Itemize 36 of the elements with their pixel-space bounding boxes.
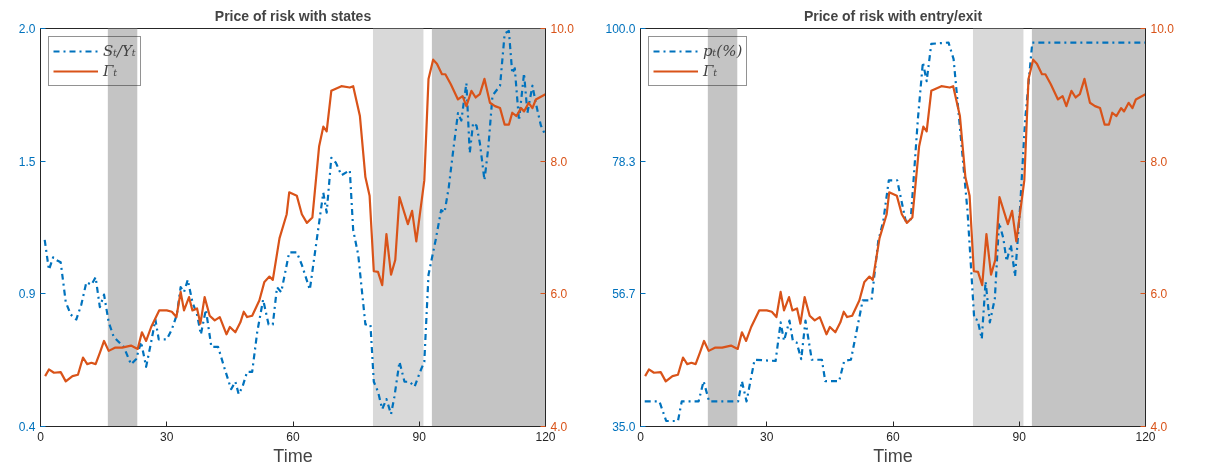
x-tick-label: 30 [160,429,174,444]
x-tick-label: 90 [1012,429,1027,444]
x-tick-label: 0 [37,429,45,444]
line-series [644,58,1146,383]
line-series [643,41,1146,423]
y-tick-label: 35.0 [612,420,636,434]
y-tick-label: 2.0 [18,22,36,36]
y-tick-label: 0.9 [18,287,36,302]
legend-label: Γₜ [103,62,119,80]
y2-tick-label: 10.0 [1150,22,1175,36]
y-tick-label: 100.0 [605,22,636,36]
y-tick-label: 78.3 [612,154,636,169]
x-axis-title: Time [273,445,313,466]
y-tick-label: 56.7 [612,287,636,302]
y2-tick-label: 6.0 [550,287,568,302]
legend-label: pₜ(%) [703,42,743,60]
chart-title: Price of risk with states [214,7,372,24]
y2-tick-label: 4.0 [550,420,568,434]
x-tick-label: 60 [886,429,900,444]
legend-label: Γₜ [703,62,719,80]
y-tick-label: 1.5 [18,154,36,169]
y2-tick-label: 4.0 [1150,420,1168,434]
x-tick-label: 0 [637,429,645,444]
x-axis-title: Time [873,445,913,466]
x-tick-label: 30 [760,429,774,444]
x-tick-label: 90 [412,429,427,444]
line-series [43,29,546,416]
x-tick-label: 60 [286,429,300,444]
chart-title: Price of risk with entry/exit [803,7,983,24]
y2-tick-label: 10.0 [550,22,575,36]
legend-label: Sₜ/Yₜ [103,42,136,60]
y2-tick-label: 8.0 [1150,154,1168,169]
y2-tick-label: 6.0 [1150,287,1168,302]
y2-tick-label: 8.0 [550,154,568,169]
y-tick-label: 0.4 [18,420,36,434]
line-series [44,58,546,383]
